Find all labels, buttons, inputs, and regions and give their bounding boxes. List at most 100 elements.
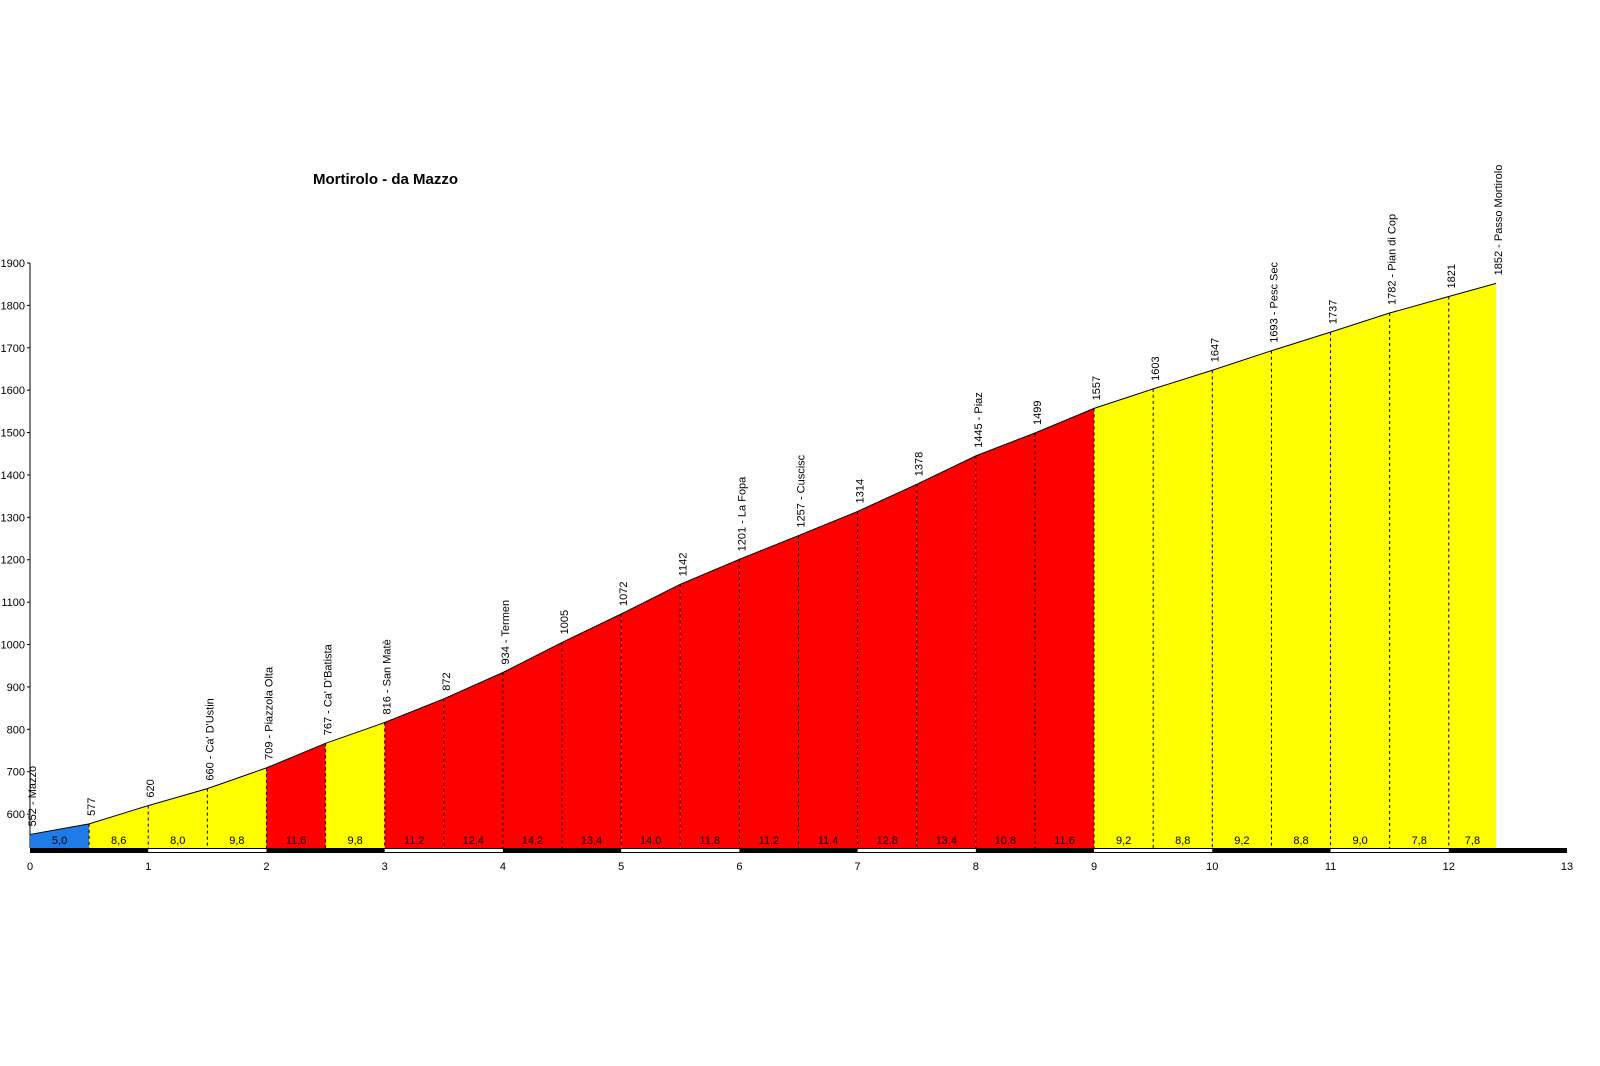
point-label: 1142 — [677, 553, 689, 577]
gradient-label: 8,8 — [1175, 835, 1190, 847]
point-label: 577 — [86, 797, 98, 815]
y-tick-label: 1500 — [1, 428, 25, 440]
chart-title: Mortirolo - da Mazzo — [313, 171, 458, 188]
point-label: 816 - San Matè — [382, 639, 394, 714]
y-tick-label: 1000 — [1, 640, 25, 652]
gradient-segment — [325, 722, 385, 848]
point-label: 1557 — [1091, 376, 1103, 400]
y-tick-label: 1700 — [1, 343, 25, 355]
gradient-segment — [30, 823, 90, 848]
point-label: 1782 - Pian di Cop — [1387, 214, 1399, 305]
km-bar — [30, 848, 1567, 853]
gradient-label: 13,4 — [936, 835, 957, 847]
gradient-label: 9,2 — [1234, 835, 1249, 847]
gradient-label: 12,4 — [463, 835, 484, 847]
point-label: 1852 - Passo Mortirolo — [1493, 165, 1505, 276]
gradient-segment — [1448, 283, 1497, 848]
point-label: 660 - Ca' D'Ustin — [204, 698, 216, 780]
gradient-segment — [1330, 313, 1390, 848]
gradient-label: 8,6 — [111, 835, 126, 847]
y-tick-label: 1600 — [1, 385, 25, 397]
y-tick-label: 1800 — [1, 300, 25, 312]
gradient-segment — [857, 484, 917, 848]
gradient-label: 11,4 — [818, 835, 839, 847]
gradient-label: 11,8 — [700, 835, 721, 847]
point-label: 767 - Ca' D'Batista — [323, 643, 335, 735]
gradient-label: 5,0 — [52, 835, 67, 847]
gradient-segment — [621, 584, 681, 848]
gradient-segment — [739, 535, 799, 848]
y-tick-label: 1900 — [1, 258, 25, 270]
gradient-segment — [207, 767, 267, 848]
gradient-segment — [1034, 408, 1095, 848]
x-tick-label: 13 — [1561, 861, 1573, 873]
point-label: 552 - Mazzo — [27, 766, 39, 827]
km-bar-white — [148, 849, 267, 852]
point-label: 1737 — [1328, 300, 1340, 324]
gradient-label: 9,8 — [347, 835, 362, 847]
point-label: 620 — [145, 779, 157, 797]
point-label: 1445 - Piaz — [973, 392, 985, 448]
gradient-segment — [680, 559, 740, 848]
gradient-label: 12,8 — [876, 835, 897, 847]
gradient-segment — [266, 743, 326, 848]
gradient-segment — [798, 511, 858, 848]
gradient-label: 7,8 — [1412, 835, 1427, 847]
point-label: 872 — [441, 672, 453, 690]
gradient-label: 14,0 — [640, 835, 661, 847]
km-bar-white — [1094, 849, 1213, 852]
gradient-segment — [1212, 350, 1272, 848]
point-label: 1072 — [618, 582, 630, 606]
gradient-segment — [916, 455, 976, 848]
gradient-label: 10,8 — [995, 835, 1016, 847]
gradient-label: 9,8 — [229, 835, 244, 847]
point-label: 1693 - Pesc Sec — [1268, 262, 1280, 343]
x-tick-label: 3 — [382, 861, 388, 873]
x-tick-label: 11 — [1325, 861, 1336, 873]
y-tick-label: 1300 — [1, 512, 25, 524]
gradient-label: 7,8 — [1465, 835, 1480, 847]
y-tick-label: 1100 — [1, 597, 25, 609]
gradient-segment — [975, 432, 1035, 848]
y-tick-label: 800 — [7, 724, 25, 736]
point-label: 1821 — [1446, 264, 1458, 288]
km-bar-white — [621, 849, 740, 852]
gradient-label: 9,0 — [1352, 835, 1367, 847]
gradient-label: 8,8 — [1293, 835, 1308, 847]
y-tick-label: 700 — [7, 767, 25, 779]
point-label: 1257 - Cuscisc — [796, 454, 808, 527]
x-tick-label: 7 — [855, 861, 861, 873]
km-bar-white — [857, 849, 976, 852]
point-label: 1603 — [1150, 356, 1162, 380]
point-label: 1647 — [1209, 338, 1221, 362]
point-label: 934 - Termen — [500, 600, 512, 665]
point-label: 1499 — [1032, 401, 1044, 425]
point-label: 709 - Piazzola Olta — [263, 666, 275, 760]
x-tick-label: 8 — [973, 861, 979, 873]
y-tick-label: 900 — [7, 682, 25, 694]
gradient-segment — [1153, 370, 1213, 848]
gradient-label: 13,4 — [581, 835, 602, 847]
x-tick-label: 12 — [1443, 861, 1455, 873]
profile-line — [29, 282, 1497, 835]
gradient-segment — [1094, 388, 1154, 848]
gradient-label: 14,2 — [522, 835, 543, 847]
point-label: 1314 — [855, 479, 867, 503]
gradient-segment — [1271, 332, 1331, 848]
point-label: 1201 - La Fopa — [736, 476, 748, 551]
gradient-label: 11,2 — [404, 835, 425, 847]
gradient-label: 9,2 — [1116, 835, 1131, 847]
y-tick-label: 1400 — [1, 470, 25, 482]
point-label: 1005 — [559, 610, 571, 634]
gradient-segment — [443, 672, 503, 848]
x-tick-label: 1 — [145, 861, 151, 873]
x-tick-label: 6 — [736, 861, 742, 873]
point-label: 1378 — [914, 452, 926, 476]
km-bar-white — [1330, 849, 1449, 852]
gradient-segment — [502, 642, 563, 848]
x-tick-label: 2 — [263, 861, 269, 873]
x-tick-label: 9 — [1091, 861, 1097, 873]
gradient-segment — [1389, 296, 1449, 848]
